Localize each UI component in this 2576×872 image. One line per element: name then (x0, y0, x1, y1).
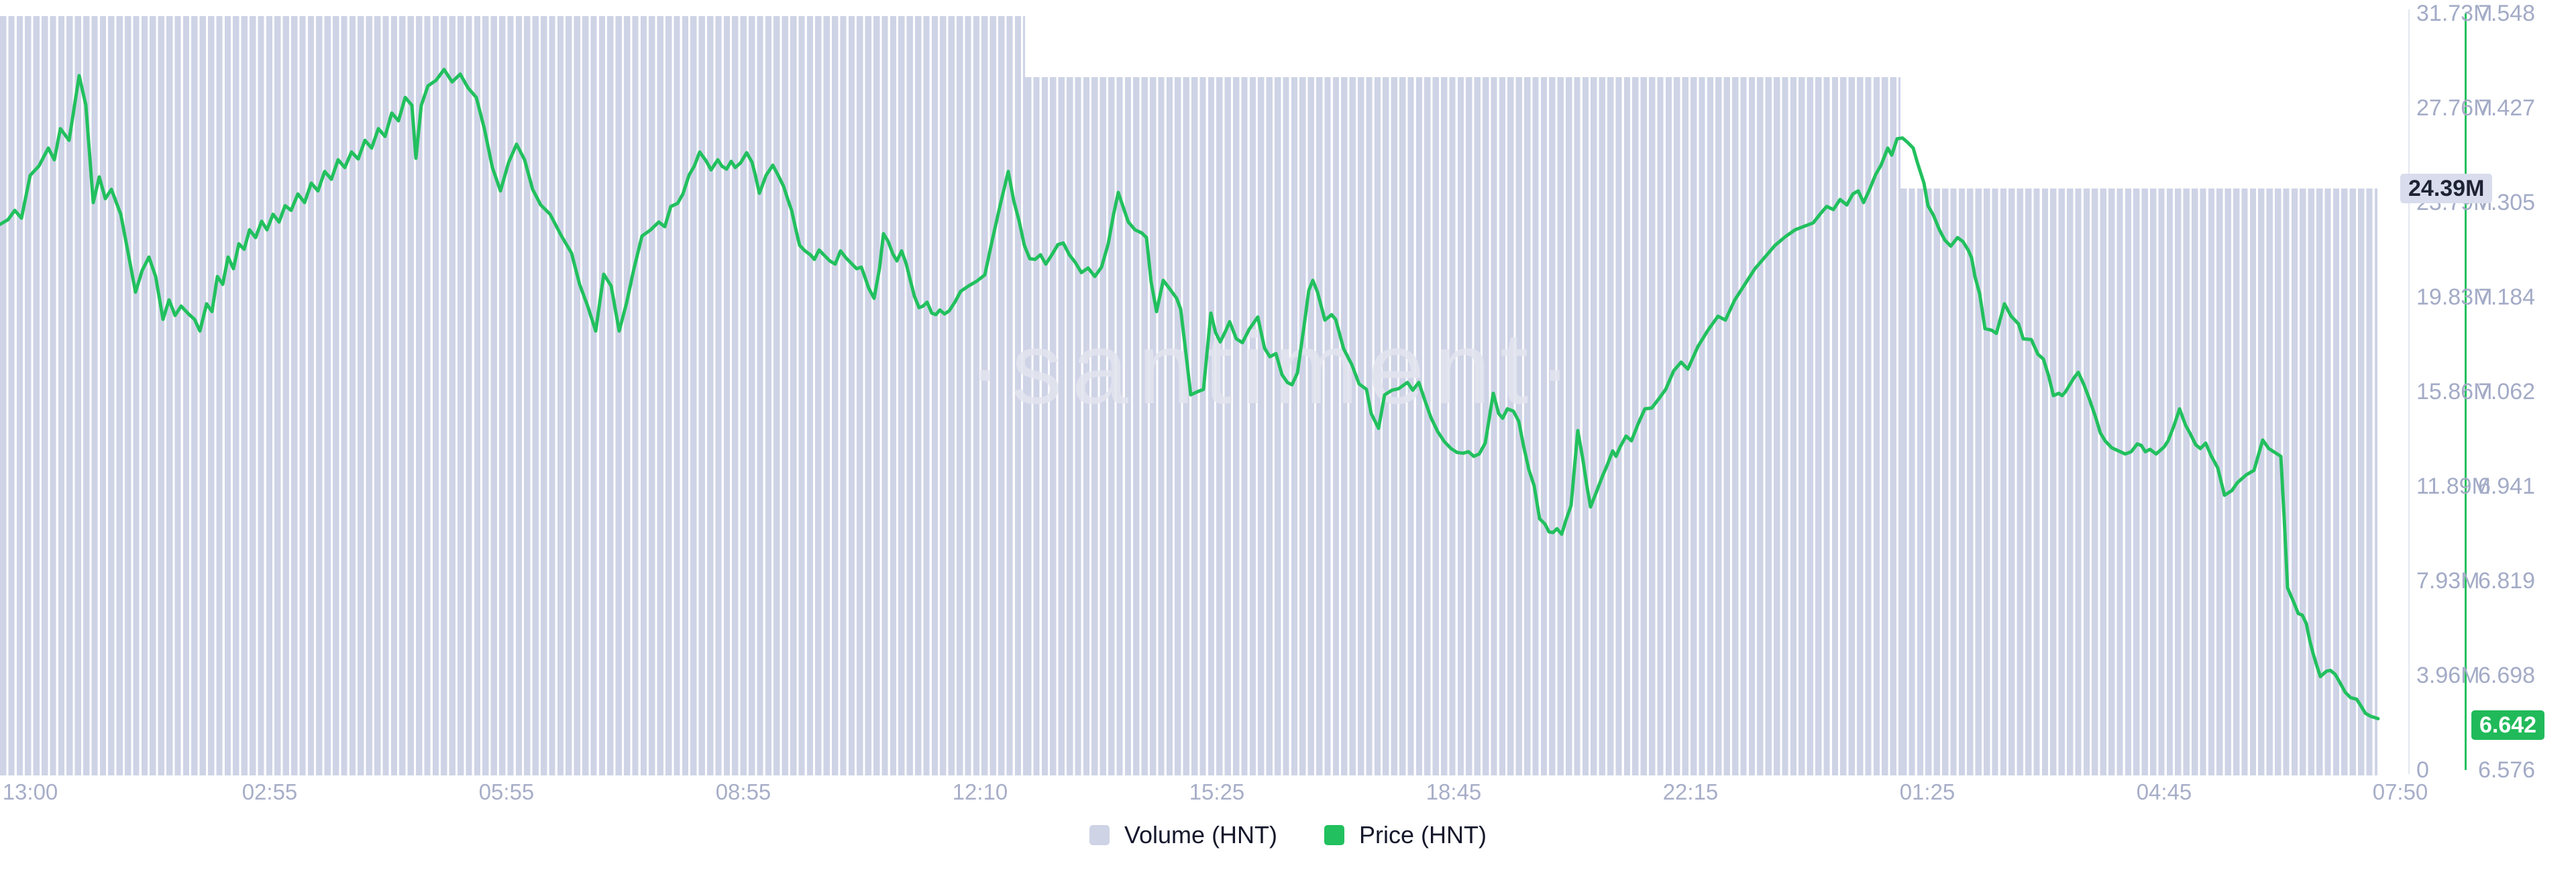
volume-current-badge: 24.39M (2400, 173, 2493, 203)
volume-axis-tick: 15.86M (2416, 379, 2493, 404)
legend: Volume (HNT) Price (HNT) (0, 821, 2576, 849)
volume-axis-tick: 31.73M (2416, 1, 2493, 26)
time-axis-label: 13:00 (2, 779, 58, 804)
volume-axis-tick: 7.93M (2416, 568, 2480, 594)
price-line (0, 68, 2380, 720)
time-axis-label: 12:10 (952, 779, 1008, 804)
price-axis-tick: 6.941 (2478, 474, 2536, 499)
price-current-badge: 6.642 (2471, 710, 2545, 741)
price-axis-tick: 7.184 (2478, 284, 2536, 310)
time-axis-label: 15:25 (1189, 779, 1245, 804)
volume-swatch-icon (1089, 825, 1110, 845)
volume-bars-block (1900, 188, 2377, 775)
volume-axis-line (2408, 9, 2410, 774)
legend-item-volume[interactable]: Volume (HNT) (1089, 821, 1277, 849)
time-axis-label: 22:15 (1662, 779, 1719, 804)
volume-axis-tick: 27.76M (2416, 95, 2493, 121)
price-axis-tick: 6.576 (2478, 757, 2536, 783)
volume-axis-tick: 0 (2416, 757, 2429, 783)
legend-item-price[interactable]: Price (HNT) (1324, 821, 1487, 849)
price-axis-line (2465, 13, 2467, 770)
time-axis-label: 01:25 (1899, 779, 1955, 804)
time-axis-label: 02:55 (241, 779, 298, 804)
time-axis-label: 05:55 (478, 779, 535, 804)
santiment-watermark: ·santiment· (967, 311, 1582, 425)
volume-bars-block (0, 15, 1025, 775)
price-swatch-icon (1324, 825, 1345, 845)
time-axis-label: 07:50 (2372, 779, 2428, 804)
time-axis-label: 08:55 (715, 779, 771, 804)
time-axis-label: 18:45 (1426, 779, 1482, 804)
price-axis-tick: 7.062 (2478, 379, 2536, 404)
legend-label-price: Price (HNT) (1359, 821, 1487, 849)
time-axis-label: 04:45 (2136, 779, 2192, 804)
volume-axis-tick: 3.96M (2416, 663, 2480, 688)
price-axis-tick: 7.427 (2478, 95, 2536, 121)
price-axis-tick: 6.698 (2478, 663, 2536, 688)
volume-axis-tick: 19.83M (2416, 284, 2493, 310)
volume-axis-tick: 11.89M (2416, 474, 2491, 499)
legend-label-volume: Volume (HNT) (1124, 821, 1278, 849)
price-axis-tick: 7.548 (2478, 1, 2536, 26)
price-axis-tick: 6.819 (2478, 568, 2536, 594)
volume-bars-block (1025, 76, 1900, 775)
